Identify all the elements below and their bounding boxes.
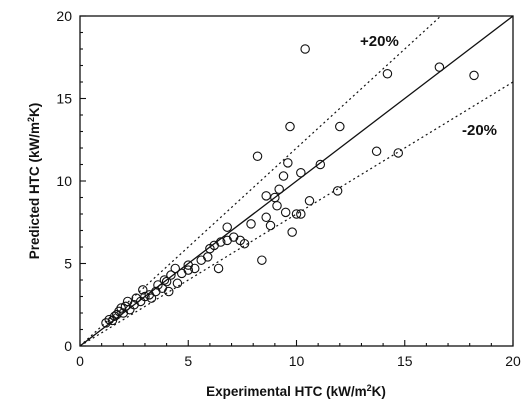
y-axis-ticks: 0 5 10 15 20 [56, 8, 86, 354]
data-point [257, 255, 267, 265]
data-point [166, 270, 176, 280]
x-tick-label: 20 [505, 353, 521, 369]
data-point [172, 278, 183, 289]
data-point [202, 252, 213, 262]
y-tick-label: 5 [64, 256, 72, 272]
data-point [285, 121, 295, 132]
data-point [189, 263, 200, 274]
data-point [170, 263, 181, 274]
data-point [382, 69, 393, 79]
data-point [371, 146, 382, 157]
data-point [304, 196, 315, 206]
data-point [278, 171, 289, 181]
data-point [101, 318, 111, 328]
data-point [469, 70, 479, 81]
x-tick-label: 10 [289, 353, 305, 369]
data-point [280, 207, 291, 218]
data-point [196, 255, 206, 265]
x-axis-title: Experimental HTC (kW/m2K) [206, 383, 386, 399]
data-point [300, 44, 310, 54]
data-point [215, 237, 226, 247]
data-point [335, 121, 345, 132]
data-point [261, 191, 271, 201]
x-axis-ticks: 0 5 10 15 20 [76, 340, 521, 369]
y-tick-label: 15 [56, 91, 72, 107]
data-point [393, 148, 404, 158]
y-axis-title: Predicted HTC (kW/m2K) [26, 103, 42, 260]
data-point [161, 276, 172, 287]
data-point [296, 168, 306, 178]
data-point [177, 268, 187, 279]
data-point [222, 222, 232, 232]
data-point [296, 209, 306, 219]
data-point [164, 286, 174, 297]
data-point [332, 186, 343, 196]
data-point [434, 62, 445, 72]
y-tick-label: 10 [56, 173, 72, 189]
data-point [315, 159, 326, 170]
data-point [122, 296, 133, 307]
data-point [183, 265, 194, 275]
data-point [138, 285, 148, 295]
data-point [252, 151, 263, 162]
data-point [287, 227, 297, 237]
x-tick-label: 0 [76, 353, 84, 369]
data-point [116, 303, 126, 313]
data-point [246, 219, 256, 229]
data-points [101, 44, 479, 328]
data-point [146, 293, 157, 303]
data-point [291, 209, 302, 219]
data-point [239, 238, 250, 249]
plus-20-percent-label: +20% [360, 33, 399, 50]
data-point [140, 291, 150, 302]
data-point [265, 220, 276, 231]
data-point [283, 158, 293, 168]
data-point [274, 184, 284, 195]
x-tick-label: 5 [184, 353, 192, 369]
x-tick-label: 15 [397, 353, 413, 369]
minus-20-percent-label: -20% [462, 122, 497, 139]
data-point [213, 263, 224, 274]
data-point [159, 275, 170, 285]
data-point [272, 201, 282, 211]
y-tick-label: 0 [64, 338, 72, 354]
data-point [228, 232, 239, 242]
y-tick-label: 20 [56, 8, 72, 24]
data-point [261, 212, 271, 223]
